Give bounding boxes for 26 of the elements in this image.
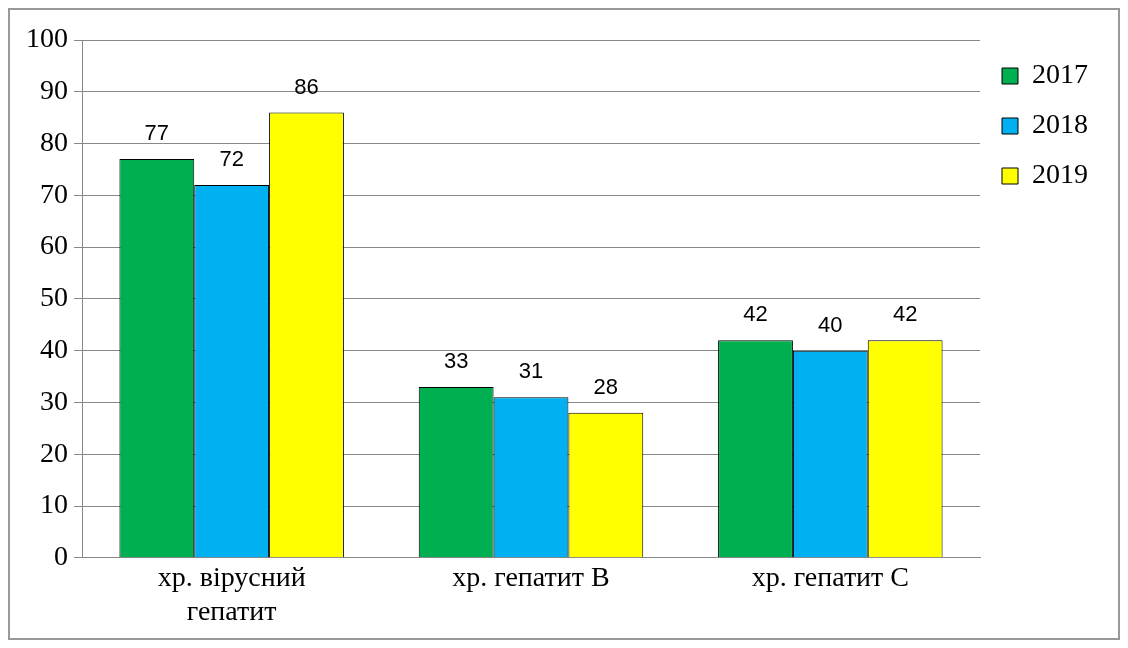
y-tick-label: 40 [40,333,68,365]
data-label: 77 [144,120,170,146]
y-tick-label: 30 [40,384,68,416]
x-tick-label: хр. гепатит В [452,560,610,592]
y-tick-label: 0 [54,540,68,572]
y-tick-label: 70 [40,177,68,209]
x-tick-label: хр. гепатит С [751,560,910,592]
y-tick-label: 60 [40,229,68,261]
legend-label: 2018 [1032,108,1088,140]
data-label: 42 [892,301,918,327]
legend-label: 2019 [1032,158,1088,190]
x-tick-label: хр. вірусний гепатит [157,560,306,626]
y-tick-label: 80 [40,125,68,157]
data-label: 31 [518,358,544,384]
data-label: 72 [219,146,244,172]
legend-label: 2017 [1032,58,1088,90]
data-label: 42 [743,301,768,327]
y-tick-label: 50 [40,281,68,313]
y-tick-label: 100 [26,22,68,54]
data-label: 86 [294,73,319,99]
data-label: 33 [443,347,469,373]
y-tick-label: 20 [40,436,68,468]
data-label: 40 [818,311,843,337]
y-tick-label: 10 [40,488,68,520]
y-tick-label: 90 [40,74,68,106]
data-label: 28 [593,373,619,399]
